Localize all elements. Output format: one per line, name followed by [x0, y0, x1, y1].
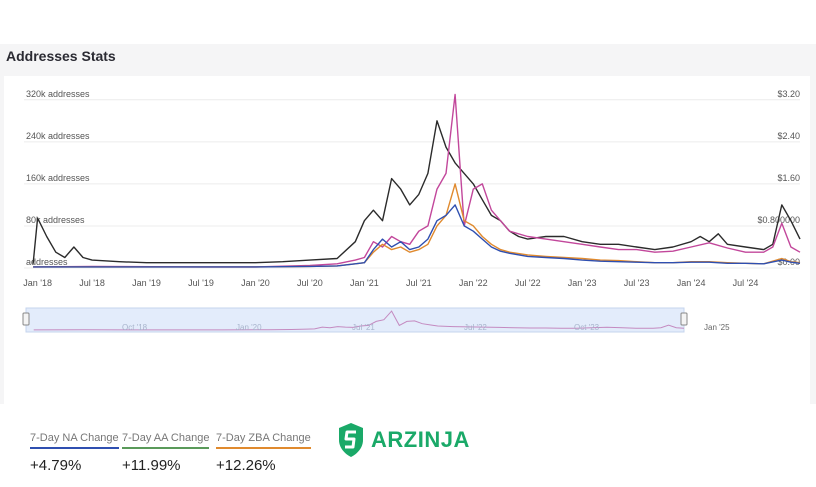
x-axis-tick-label: Jan '23: [568, 278, 597, 288]
x-axis-tick-label: Jan '21: [350, 278, 379, 288]
left-axis-tick-label: 160k addresses: [26, 173, 90, 183]
chart-panel: addresses 80k addresses 160k addresses 240k…: [4, 76, 810, 474]
navigator-handle-right: [680, 312, 688, 326]
x-axis-tick-label: Jul '24: [733, 278, 759, 288]
x-axis-tick-label: Jul '21: [406, 278, 432, 288]
left-axis-tick-label: 240k addresses: [26, 131, 90, 141]
navigator-line: [33, 310, 685, 331]
stat-aa: 7-Day AA Change +11.99%: [122, 432, 210, 474]
navigator-handle-left: [22, 312, 30, 326]
page-title: Addresses Stats: [6, 48, 116, 64]
arzinja-logo-icon: [339, 423, 363, 457]
x-axis-tick-label: Jan '19: [132, 278, 161, 288]
x-axis-tick-label: Jul '22: [515, 278, 541, 288]
x-axis-tick-label: Jan '22: [459, 278, 488, 288]
right-axis-tick-label: $2.40: [777, 131, 800, 141]
stat-na-value: +4.79%: [30, 457, 82, 474]
x-axis-tick-label: Jul '23: [624, 278, 650, 288]
stat-zba-label: 7-Day ZBA Change: [216, 432, 311, 449]
left-axis-tick-label: addresses: [26, 257, 68, 267]
stat-aa-label: 7-Day AA Change: [122, 432, 210, 449]
navigator-tick-label: Jul '22: [464, 323, 487, 332]
x-axis-tick-label: Jul '20: [297, 278, 323, 288]
series-line-NA: [33, 204, 801, 268]
navigator-tick-label: Jan '25: [704, 323, 730, 332]
stat-zba-value: +12.26%: [216, 457, 276, 474]
navigator-tick-label: Oct '23: [574, 323, 600, 332]
x-axis-tick-label: Jan '24: [677, 278, 706, 288]
navigator-tick-label: Oct '18: [122, 323, 148, 332]
left-axis-tick-label: 80k addresses: [26, 215, 85, 225]
x-axis-tick-label: Jul '19: [188, 278, 214, 288]
x-axis-tick-label: Jan '18: [23, 278, 52, 288]
stat-na: 7-Day NA Change +4.79%: [30, 432, 119, 474]
right-axis-tick-label: $3.20: [777, 89, 800, 99]
stat-aa-value: +11.99%: [122, 457, 181, 474]
navigator-tick-label: Jan '20: [236, 323, 262, 332]
stat-na-label: 7-Day NA Change: [30, 432, 119, 449]
x-axis-tick-label: Jul '18: [79, 278, 105, 288]
navigator-tick-label: Jul '21: [352, 323, 375, 332]
stat-zba: 7-Day ZBA Change +12.26%: [216, 432, 311, 474]
arzinja-logo-text: ARZINJA: [371, 427, 470, 452]
addresses-chart[interactable]: addresses 80k addresses 160k addresses 240k…: [4, 76, 810, 356]
left-axis-tick-label: 320k addresses: [26, 89, 90, 99]
x-axis-tick-label: Jan '20: [241, 278, 270, 288]
right-axis-tick-label: $1.60: [777, 173, 800, 183]
series-line-pink: [33, 93, 801, 268]
arzinja-logo: ARZINJA: [337, 422, 470, 458]
